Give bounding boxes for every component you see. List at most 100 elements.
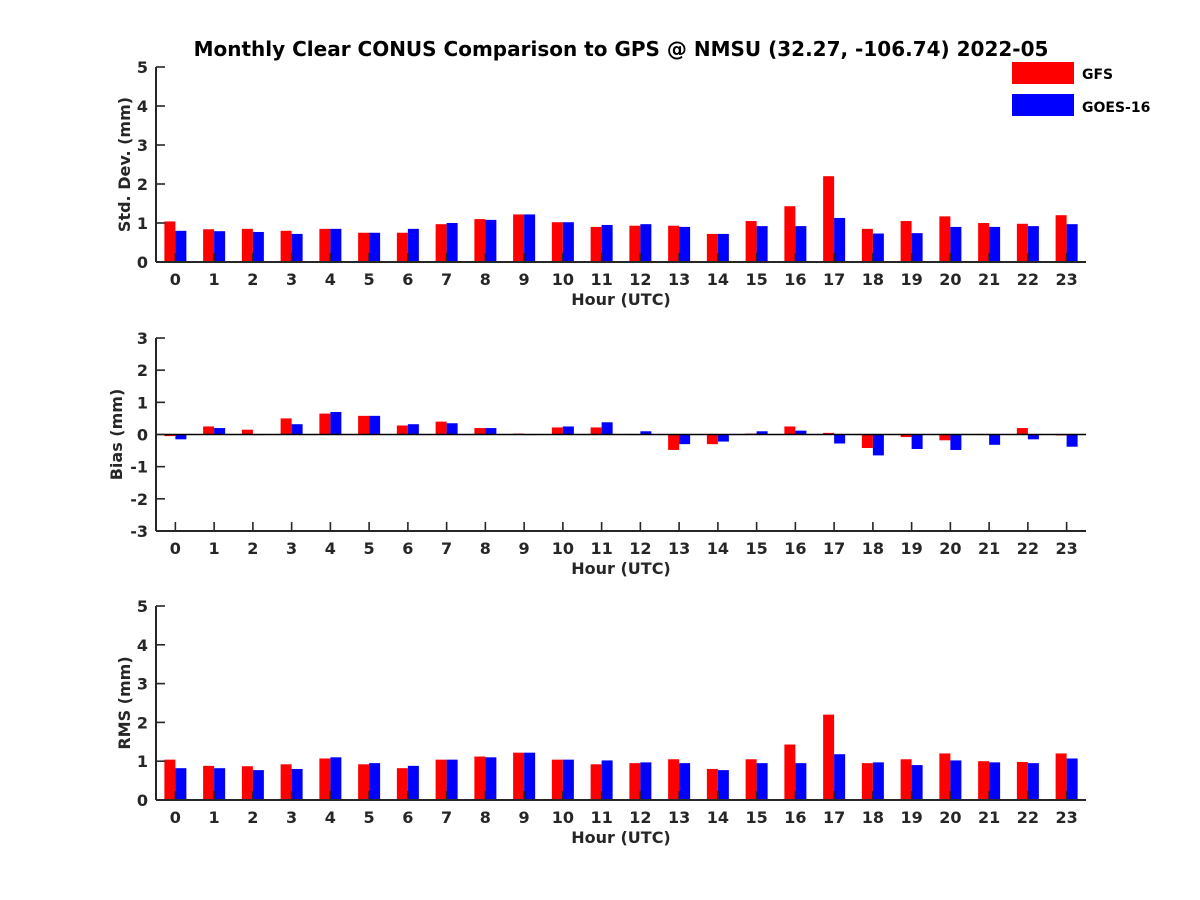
- x-tick-label: 20: [939, 808, 961, 827]
- bar-gfs-hour-10: [551, 222, 563, 262]
- bar-gfs-hour-23: [1055, 215, 1067, 262]
- bar-goes-16-hour-22: [1027, 434, 1039, 440]
- y-axis-label: RMS (mm): [115, 656, 134, 749]
- y-tick-label: 5: [137, 58, 148, 77]
- chart-title: Monthly Clear CONUS Comparison to GPS @ …: [194, 37, 1049, 61]
- x-tick-label: 12: [629, 808, 651, 827]
- bar-gfs-hour-1: [203, 426, 215, 435]
- bar-goes-16-hour-9: [524, 214, 536, 262]
- bar-goes-16-hour-13: [679, 226, 691, 262]
- bar-goes-16-hour-21: [989, 226, 1001, 262]
- x-tick-label: 16: [784, 539, 806, 558]
- bar-goes-16-hour-11: [601, 760, 613, 800]
- bar-gfs-hour-1: [203, 765, 215, 800]
- bar-goes-16-hour-1: [214, 231, 226, 262]
- bar-goes-16-hour-14: [717, 434, 729, 442]
- x-tick-label: 1: [209, 270, 220, 289]
- x-tick-label: 22: [1017, 270, 1039, 289]
- y-tick-label: -3: [130, 522, 148, 541]
- bar-gfs-hour-17: [823, 714, 835, 800]
- bar-gfs-hour-8: [474, 756, 486, 800]
- y-tick-label: 0: [137, 426, 148, 445]
- bar-gfs-hour-3: [280, 418, 292, 435]
- bar-gfs-hour-2: [241, 429, 253, 435]
- bar-gfs-hour-10: [551, 427, 563, 435]
- x-tick-label: 13: [668, 808, 690, 827]
- bar-goes-16-hour-16: [795, 763, 807, 800]
- bar-goes-16-hour-11: [601, 224, 613, 262]
- x-tick-label: 5: [364, 808, 375, 827]
- bar-goes-16-hour-9: [524, 752, 536, 800]
- bar-gfs-hour-18: [861, 434, 873, 449]
- y-tick-label: 5: [137, 597, 148, 616]
- bar-goes-16-hour-17: [834, 754, 846, 800]
- bar-goes-16-hour-14: [717, 770, 729, 800]
- bar-goes-16-hour-22: [1027, 226, 1039, 262]
- x-tick-label: 21: [978, 539, 1000, 558]
- bar-gfs-hour-5: [358, 764, 370, 800]
- bar-gfs-hour-22: [1016, 223, 1028, 262]
- bar-gfs-hour-17: [823, 432, 835, 435]
- bar-gfs-hour-20: [939, 434, 951, 441]
- bar-gfs-hour-12: [629, 763, 641, 800]
- x-tick-label: 0: [170, 270, 181, 289]
- bar-goes-16-hour-12: [640, 431, 652, 435]
- bar-gfs-hour-14: [706, 233, 718, 262]
- bar-gfs-hour-9: [513, 752, 525, 800]
- bar-gfs-hour-18: [861, 228, 873, 262]
- x-tick-label: 0: [170, 539, 181, 558]
- y-tick-label: 4: [137, 97, 148, 116]
- y-tick-label: -2: [130, 490, 148, 509]
- x-tick-label: 9: [519, 808, 530, 827]
- y-tick-label: 0: [137, 253, 148, 272]
- bar-gfs-hour-6: [396, 768, 408, 800]
- x-tick-label: 19: [900, 808, 922, 827]
- legend-label-goes16: GOES-16: [1082, 100, 1150, 116]
- bar-gfs-hour-6: [396, 232, 408, 262]
- y-tick-label: 3: [137, 329, 148, 348]
- x-axis-label: Hour (UTC): [571, 290, 671, 309]
- bar-gfs-hour-8: [474, 219, 486, 262]
- x-tick-label: 19: [900, 539, 922, 558]
- bar-gfs-hour-4: [319, 758, 331, 800]
- bar-goes-16-hour-6: [407, 424, 419, 435]
- bar-goes-16-hour-7: [446, 223, 458, 262]
- x-axis-label: Hour (UTC): [571, 559, 671, 578]
- bar-gfs-hour-0: [164, 221, 176, 262]
- bar-goes-16-hour-20: [950, 434, 962, 450]
- bar-goes-16-hour-3: [291, 424, 303, 435]
- x-tick-label: 22: [1017, 808, 1039, 827]
- bar-gfs-hour-0: [164, 759, 176, 800]
- bar-goes-16-hour-13: [679, 434, 691, 445]
- y-tick-label: 2: [137, 175, 148, 194]
- bar-gfs-hour-11: [590, 226, 602, 262]
- bar-goes-16-hour-11: [601, 422, 613, 435]
- x-tick-label: 3: [286, 270, 297, 289]
- x-tick-label: 5: [364, 539, 375, 558]
- bar-gfs-hour-15: [745, 759, 757, 800]
- x-tick-label: 2: [247, 539, 258, 558]
- legend-swatch-gfs: [1012, 62, 1074, 84]
- x-tick-label: 23: [1055, 539, 1077, 558]
- bar-goes-16-hour-0: [175, 230, 187, 262]
- bar-goes-16-hour-7: [446, 759, 458, 800]
- x-tick-label: 10: [552, 808, 574, 827]
- bar-goes-16-hour-0: [175, 434, 187, 440]
- bar-gfs-hour-13: [668, 225, 680, 262]
- x-tick-label: 12: [629, 539, 651, 558]
- x-tick-label: 6: [402, 808, 413, 827]
- x-tick-label: 2: [247, 808, 258, 827]
- bar-goes-16-hour-12: [640, 224, 652, 262]
- x-tick-label: 17: [823, 539, 845, 558]
- bar-goes-16-hour-5: [369, 232, 381, 262]
- bar-gfs-hour-17: [823, 176, 835, 262]
- x-tick-label: 18: [862, 808, 884, 827]
- bar-goes-16-hour-23: [1066, 434, 1078, 447]
- x-tick-label: 14: [707, 808, 729, 827]
- bar-goes-16-hour-20: [950, 760, 962, 800]
- bar-gfs-hour-21: [978, 761, 990, 800]
- bar-goes-16-hour-17: [834, 217, 846, 262]
- x-tick-label: 14: [707, 270, 729, 289]
- bar-goes-16-hour-3: [291, 768, 303, 800]
- x-tick-label: 6: [402, 270, 413, 289]
